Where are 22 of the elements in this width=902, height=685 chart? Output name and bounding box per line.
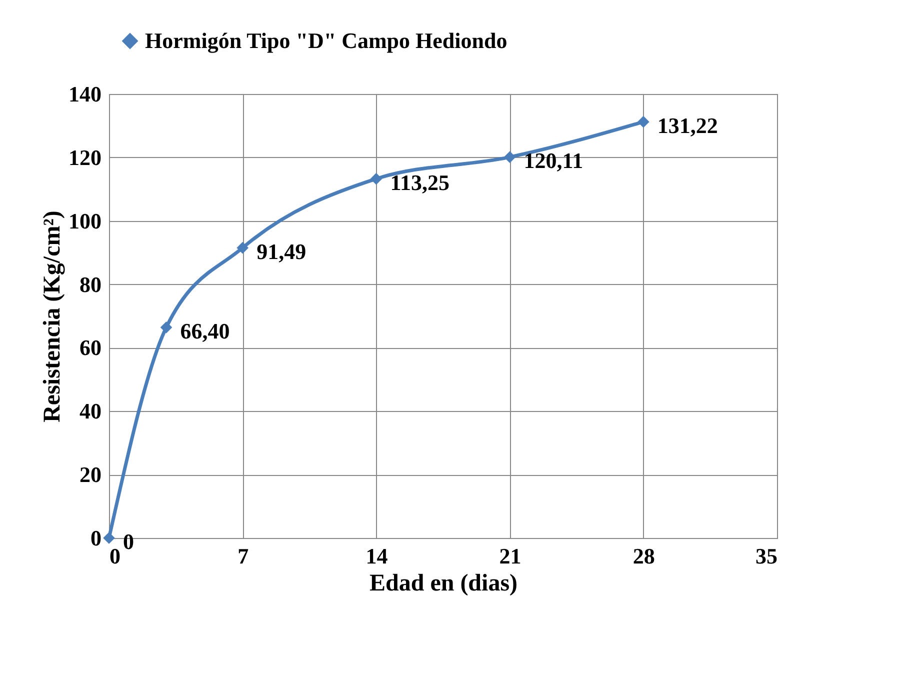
x-tick-label: 14 [366,544,388,568]
y-tick-label: 120 [68,144,102,170]
data-label: 91,49 [256,238,306,264]
x-tick-label: 0 [110,544,120,568]
x-tick-label: 21 [499,544,522,568]
x-tick-label: 35 [756,544,778,568]
y-tick-label: 80 [80,272,102,297]
data-label: 113,25 [390,170,450,195]
y-tick-label: 20 [80,462,102,488]
legend-label: Hormigón Tipo "D" Campo Hediondo [145,28,508,53]
y-tick-label: 140 [68,82,102,106]
data-label: 66,40 [180,318,230,344]
x-tick-label: 7 [238,544,249,568]
data-label: 131,22 [657,112,718,138]
y-tick-label: 100 [68,208,102,234]
y-tick-label: 40 [80,398,102,424]
data-label: 120,11 [524,148,584,174]
y-tick-label: 60 [80,335,102,360]
y-axis-title: Resistencia (Kg/cm²) [40,210,66,422]
y-tick-label: 0 [90,526,102,550]
x-tick-label: 28 [632,544,655,568]
x-axis-title: Edad en (dias) [369,570,518,596]
